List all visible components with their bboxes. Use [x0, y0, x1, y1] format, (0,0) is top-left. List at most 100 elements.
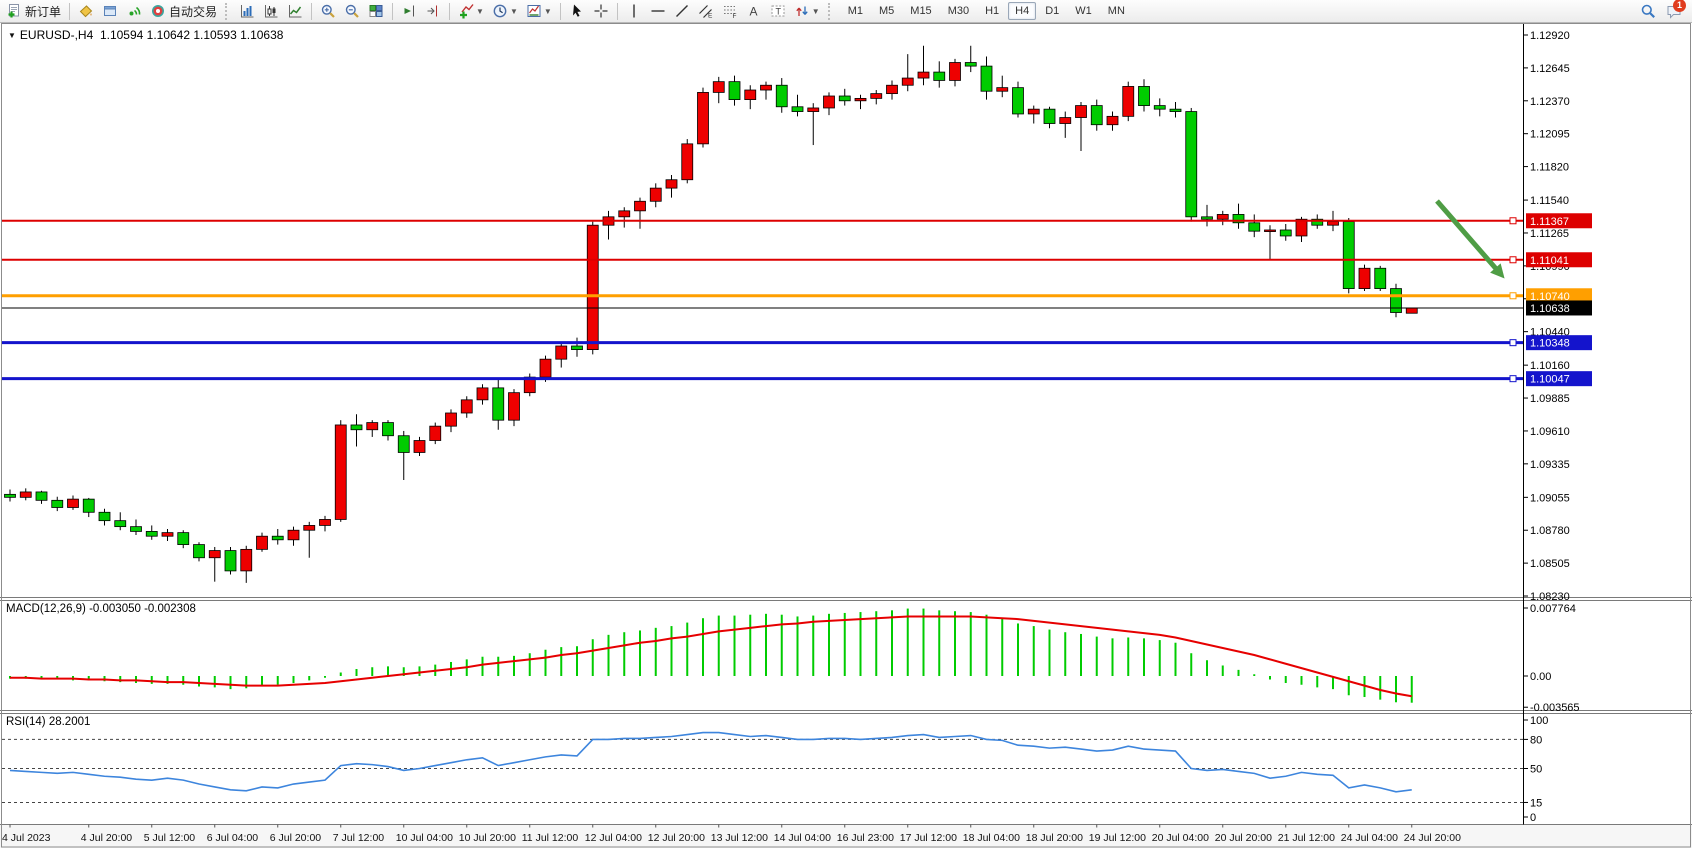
chart-canvas[interactable]: 1.12920 1.12645 1.12370 1.12095 1.11820 1.115… — [0, 23, 1692, 848]
cursor-button[interactable] — [565, 0, 589, 22]
notification-badge: 1 — [1673, 0, 1686, 12]
candle-body — [224, 550, 237, 572]
timeframe-m5[interactable]: M5 — [879, 5, 895, 17]
timeframe-mn[interactable]: MN — [1107, 5, 1125, 17]
candle-body — [886, 84, 898, 95]
toolbar-separator — [559, 2, 561, 20]
time-axis[interactable]: 4 Jul 2023 4 Jul 20:00 5 Jul 12:00 6 Jul 04… — [2, 824, 1461, 845]
macd-histogram-bar — [355, 668, 358, 676]
signals-button[interactable] — [122, 0, 146, 22]
time-tick-label: 18 Jul 04:00 — [963, 832, 1020, 844]
candlestick-chart-button[interactable] — [259, 0, 283, 22]
templates-button[interactable]: ▼ — [522, 0, 556, 22]
macd-histogram-bar — [481, 656, 484, 676]
horizontal-line-button[interactable] — [646, 0, 670, 22]
time-tick-label: 21 Jul 12:00 — [1278, 832, 1335, 844]
macd-histogram-bar — [198, 676, 200, 687]
macd-histogram-bar — [245, 676, 248, 689]
macd-histogram-bar — [843, 612, 846, 676]
search-icon[interactable] — [1640, 3, 1656, 19]
macd-histogram-bar — [1174, 642, 1177, 676]
chart-shift-button[interactable] — [421, 0, 445, 22]
arrow-shaft[interactable] — [1435, 199, 1500, 273]
hline-handle[interactable] — [1509, 256, 1517, 264]
time-tick-label: 4 Jul 2023 — [2, 832, 51, 844]
macd-histogram-bar — [1048, 629, 1051, 676]
candle-body — [634, 200, 646, 212]
chart-styles-button[interactable] — [74, 0, 98, 22]
current-price-label-box — [1526, 300, 1592, 316]
macd-histogram-bar — [1001, 618, 1004, 676]
candle-body — [67, 498, 79, 508]
macd-histogram-bar — [119, 676, 122, 683]
hline-handle[interactable] — [1509, 217, 1517, 225]
hline-handle[interactable] — [1509, 339, 1517, 347]
candle-body — [366, 422, 379, 431]
candle-body — [681, 143, 694, 181]
candle-body — [760, 84, 772, 91]
candle-body — [1106, 115, 1119, 126]
chat-button[interactable]: 1 — [1666, 0, 1686, 19]
candle-body — [744, 89, 757, 100]
new-order-button[interactable]: 新订单 — [2, 0, 65, 22]
hline-handle[interactable] — [1509, 375, 1517, 383]
horizontal-line-objects[interactable] — [2, 217, 1523, 383]
candle-body — [791, 106, 804, 112]
autotrade-button[interactable]: 自动交易 — [146, 0, 221, 22]
timeframe-m30[interactable]: M30 — [947, 5, 970, 17]
candle-body — [208, 550, 221, 559]
periods-button[interactable]: ▼ — [488, 0, 522, 22]
time-tick-label: 24 Jul 20:00 — [1404, 832, 1461, 844]
hline-handle[interactable] — [1509, 292, 1517, 300]
line-chart-button[interactable] — [283, 0, 307, 22]
chart-background[interactable] — [0, 23, 1692, 848]
auto-scroll-button[interactable] — [397, 0, 421, 22]
bar-chart-button[interactable] — [235, 0, 259, 22]
hline-price-label: 1.11041 — [1530, 255, 1569, 267]
profiles-button[interactable] — [98, 0, 122, 22]
macd-histogram-bar — [780, 614, 783, 676]
candle-body — [1342, 221, 1355, 289]
axis-tick-label: 1.10160 — [1530, 360, 1570, 372]
horizontal-line-icon — [651, 10, 665, 12]
candle-body — [964, 62, 977, 67]
candle-body — [303, 525, 316, 531]
tile-windows-button[interactable] — [364, 0, 388, 22]
rsi-axis-label: 80 — [1530, 734, 1542, 746]
channel-button[interactable]: E — [694, 0, 718, 22]
macd-histogram-bar — [87, 676, 90, 681]
macd-histogram-bar — [1064, 632, 1067, 676]
text-label-button[interactable]: T — [766, 0, 790, 22]
candle-body — [1405, 307, 1418, 314]
macd-histogram-bar — [1080, 633, 1082, 676]
annotation-arrow[interactable] — [1435, 199, 1505, 279]
zoom-out-button[interactable] — [340, 0, 364, 22]
timeframe-h1[interactable]: H1 — [985, 5, 1000, 17]
crosshair-button[interactable] — [589, 0, 613, 22]
timeframe-h4[interactable]: H4 — [1008, 2, 1037, 20]
timeframe-m15[interactable]: M15 — [910, 5, 932, 17]
fibonacci-icon: F — [723, 6, 736, 19]
fibonacci-button[interactable]: F — [718, 0, 742, 22]
macd-histogram-bar — [906, 608, 909, 676]
macd-histogram-bar — [544, 649, 547, 676]
timeframe-w1[interactable]: W1 — [1075, 5, 1092, 17]
price-axis[interactable]: 1.12920 1.12645 1.12370 1.12095 1.11820 1.115… — [1524, 30, 1592, 824]
trendline-button[interactable] — [670, 0, 694, 22]
macd-histogram-bar — [150, 676, 153, 684]
arrows-button[interactable]: ▼ — [790, 0, 824, 22]
macd-histogram-bar — [387, 666, 389, 676]
timeframe-d1[interactable]: D1 — [1045, 5, 1060, 17]
candle-body — [1248, 222, 1261, 232]
macd-histogram-bar — [670, 626, 673, 676]
macd-histogram-bar — [875, 611, 878, 676]
indicators-button[interactable]: ▼ — [454, 0, 488, 22]
autotrade-icon — [152, 5, 165, 17]
zoom-in-button[interactable] — [316, 0, 340, 22]
timeframe-m1[interactable]: M1 — [847, 5, 863, 17]
candle-body — [1327, 221, 1339, 226]
macd-histogram-bar — [717, 615, 720, 676]
macd-axis-label: 0.00 — [1530, 671, 1551, 683]
text-button[interactable]: A — [742, 0, 766, 22]
vertical-line-button[interactable] — [622, 0, 646, 22]
